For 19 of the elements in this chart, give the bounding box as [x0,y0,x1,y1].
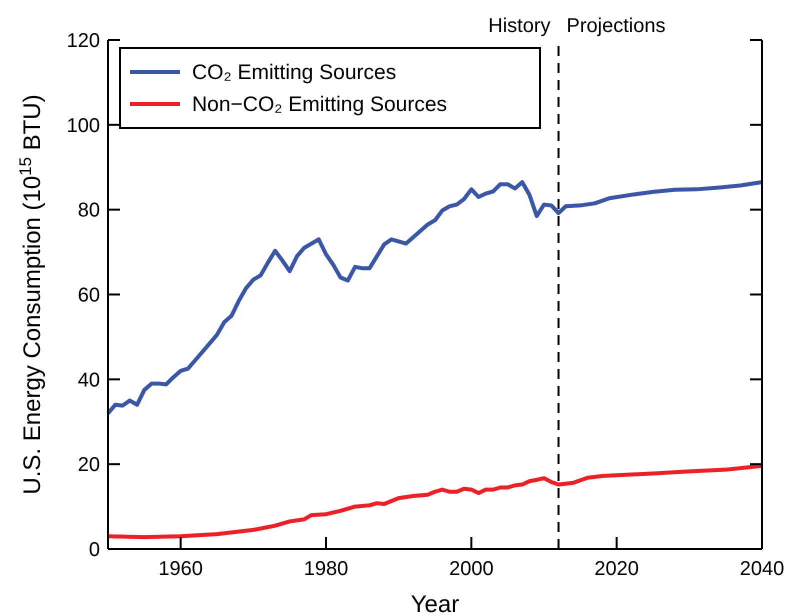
x-axis-title: Year [410,591,460,615]
y-tick-label: 100 [66,114,100,137]
line-series [106,464,764,540]
x-tick-label: 1980 [304,558,348,580]
legend-label: CO₂ Emitting Sources [192,61,396,84]
text: Projections [566,15,666,37]
y-tick-label: 0 [88,539,100,561]
line-series [106,180,764,416]
y-tick-label: 120 [66,30,100,52]
y-tick-label: 20 [78,454,100,476]
x-tick-label: 2000 [449,558,494,580]
x-tick-label: 2040 [740,558,784,580]
y-tick-label: 40 [78,369,100,392]
legend-label: Non−CO₂ Emitting Sources [192,93,448,116]
x-tick-label: 2020 [594,558,639,580]
text: History [488,15,551,37]
x-tick-label: 1960 [158,558,203,580]
y-tick-label: 80 [78,200,100,222]
y-tick-label: 60 [78,284,100,306]
